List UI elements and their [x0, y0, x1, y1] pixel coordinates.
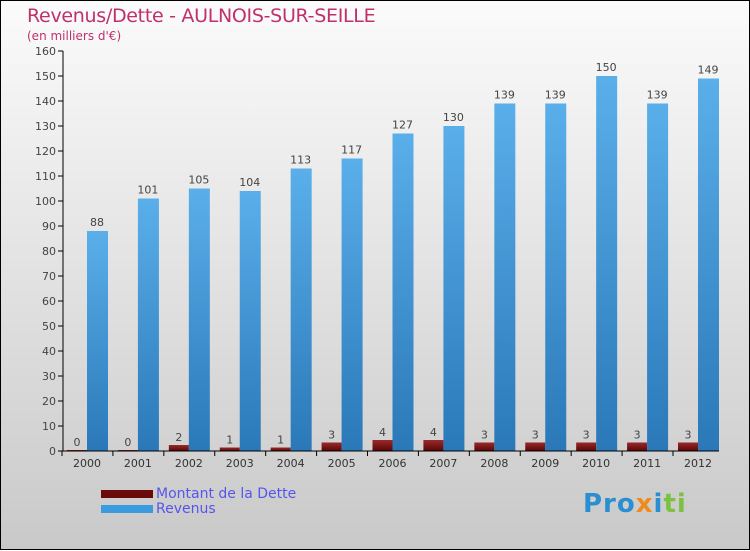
data-label-dette: 0	[124, 436, 131, 449]
bar-dette	[627, 442, 648, 451]
data-label-revenus: 113	[290, 154, 311, 167]
bar-revenus	[596, 76, 618, 451]
data-label-revenus: 117	[341, 144, 362, 157]
x-tick-label: 2010	[582, 457, 610, 470]
y-tick-label: 110	[35, 170, 56, 183]
x-tick-label: 2006	[379, 457, 407, 470]
y-tick-label: 160	[35, 45, 56, 58]
x-tick-label: 2008	[480, 457, 508, 470]
y-tick-label: 150	[35, 70, 56, 83]
x-tick-label: 2011	[633, 457, 661, 470]
bar-dette	[576, 442, 597, 451]
bar-dette	[168, 445, 189, 451]
x-tick-label: 2003	[226, 457, 254, 470]
x-tick-label: 2007	[429, 457, 457, 470]
data-label-revenus: 101	[137, 184, 158, 197]
x-tick-label: 2004	[277, 457, 305, 470]
data-label-dette: 3	[685, 429, 692, 442]
data-label-revenus: 139	[545, 89, 566, 102]
proxiti-logo: Proxiti	[583, 489, 687, 519]
bar-dette	[321, 442, 342, 451]
y-tick-label: 50	[42, 320, 56, 333]
data-label-revenus: 139	[494, 89, 515, 102]
y-tick-label: 90	[42, 220, 56, 233]
data-label-dette: 4	[379, 426, 386, 439]
bar-dette	[219, 447, 240, 451]
x-tick-label: 2001	[124, 457, 152, 470]
legend-label-revenus: Revenus	[156, 501, 216, 517]
data-label-revenus: 88	[90, 216, 104, 229]
bar-revenus	[188, 188, 210, 451]
legend-swatch-revenus	[101, 505, 153, 513]
y-tick-label: 80	[42, 245, 56, 258]
bar-revenus	[494, 103, 516, 451]
chart-title: Revenus/Dette - AULNOIS-SUR-SEILLE	[27, 5, 376, 27]
data-label-dette: 3	[481, 429, 488, 442]
chart-subtitle: (en milliers d'€)	[27, 29, 122, 43]
y-tick-label: 100	[35, 195, 56, 208]
y-tick-label: 120	[35, 145, 56, 158]
bar-revenus	[290, 168, 312, 451]
bar-dette	[372, 440, 393, 451]
bar-revenus	[137, 198, 159, 451]
y-tick-label: 0	[49, 445, 56, 458]
y-tick-label: 40	[42, 345, 56, 358]
bar-revenus	[341, 158, 363, 451]
data-label-revenus: 150	[596, 61, 617, 74]
x-tick-label: 2012	[684, 457, 712, 470]
bar-revenus	[698, 78, 719, 451]
data-label-dette: 4	[430, 426, 437, 439]
bar-revenus	[239, 191, 261, 451]
bar-revenus	[647, 103, 669, 451]
y-tick-label: 140	[35, 95, 56, 108]
bar-dette	[270, 447, 291, 451]
bar-revenus	[87, 231, 108, 451]
legend-swatch-dette	[101, 490, 153, 498]
x-tick-label: 2009	[531, 457, 559, 470]
bar-revenus	[545, 103, 567, 451]
data-label-revenus: 130	[443, 111, 464, 124]
data-label-revenus: 105	[188, 174, 209, 187]
data-label-dette: 3	[634, 429, 641, 442]
data-label-dette: 1	[226, 434, 233, 447]
data-label-dette: 3	[532, 429, 539, 442]
bar-revenus	[392, 133, 414, 451]
bar-revenus	[443, 126, 465, 451]
data-label-revenus: 139	[647, 89, 668, 102]
y-tick-label: 130	[35, 120, 56, 133]
x-tick-label: 2005	[328, 457, 356, 470]
data-label-dette: 3	[328, 429, 335, 442]
y-tick-label: 70	[42, 270, 56, 283]
y-tick-label: 10	[42, 420, 56, 433]
bar-dette	[525, 442, 546, 451]
y-tick-label: 60	[42, 295, 56, 308]
bar-dette	[423, 440, 444, 451]
data-label-dette: 1	[277, 434, 284, 447]
bar-dette	[678, 442, 698, 451]
x-tick-label: 2002	[175, 457, 203, 470]
bar-dette	[474, 442, 495, 451]
data-label-dette: 0	[74, 436, 81, 449]
data-label-revenus: 149	[698, 64, 719, 77]
x-tick-label: 2000	[73, 457, 101, 470]
data-label-dette: 2	[175, 431, 182, 444]
data-label-revenus: 127	[392, 119, 413, 132]
y-tick-label: 20	[42, 395, 56, 408]
y-tick-label: 30	[42, 370, 56, 383]
legend-label-dette: Montant de la Dette	[156, 486, 297, 502]
data-label-revenus: 104	[239, 176, 260, 189]
data-label-dette: 3	[583, 429, 590, 442]
